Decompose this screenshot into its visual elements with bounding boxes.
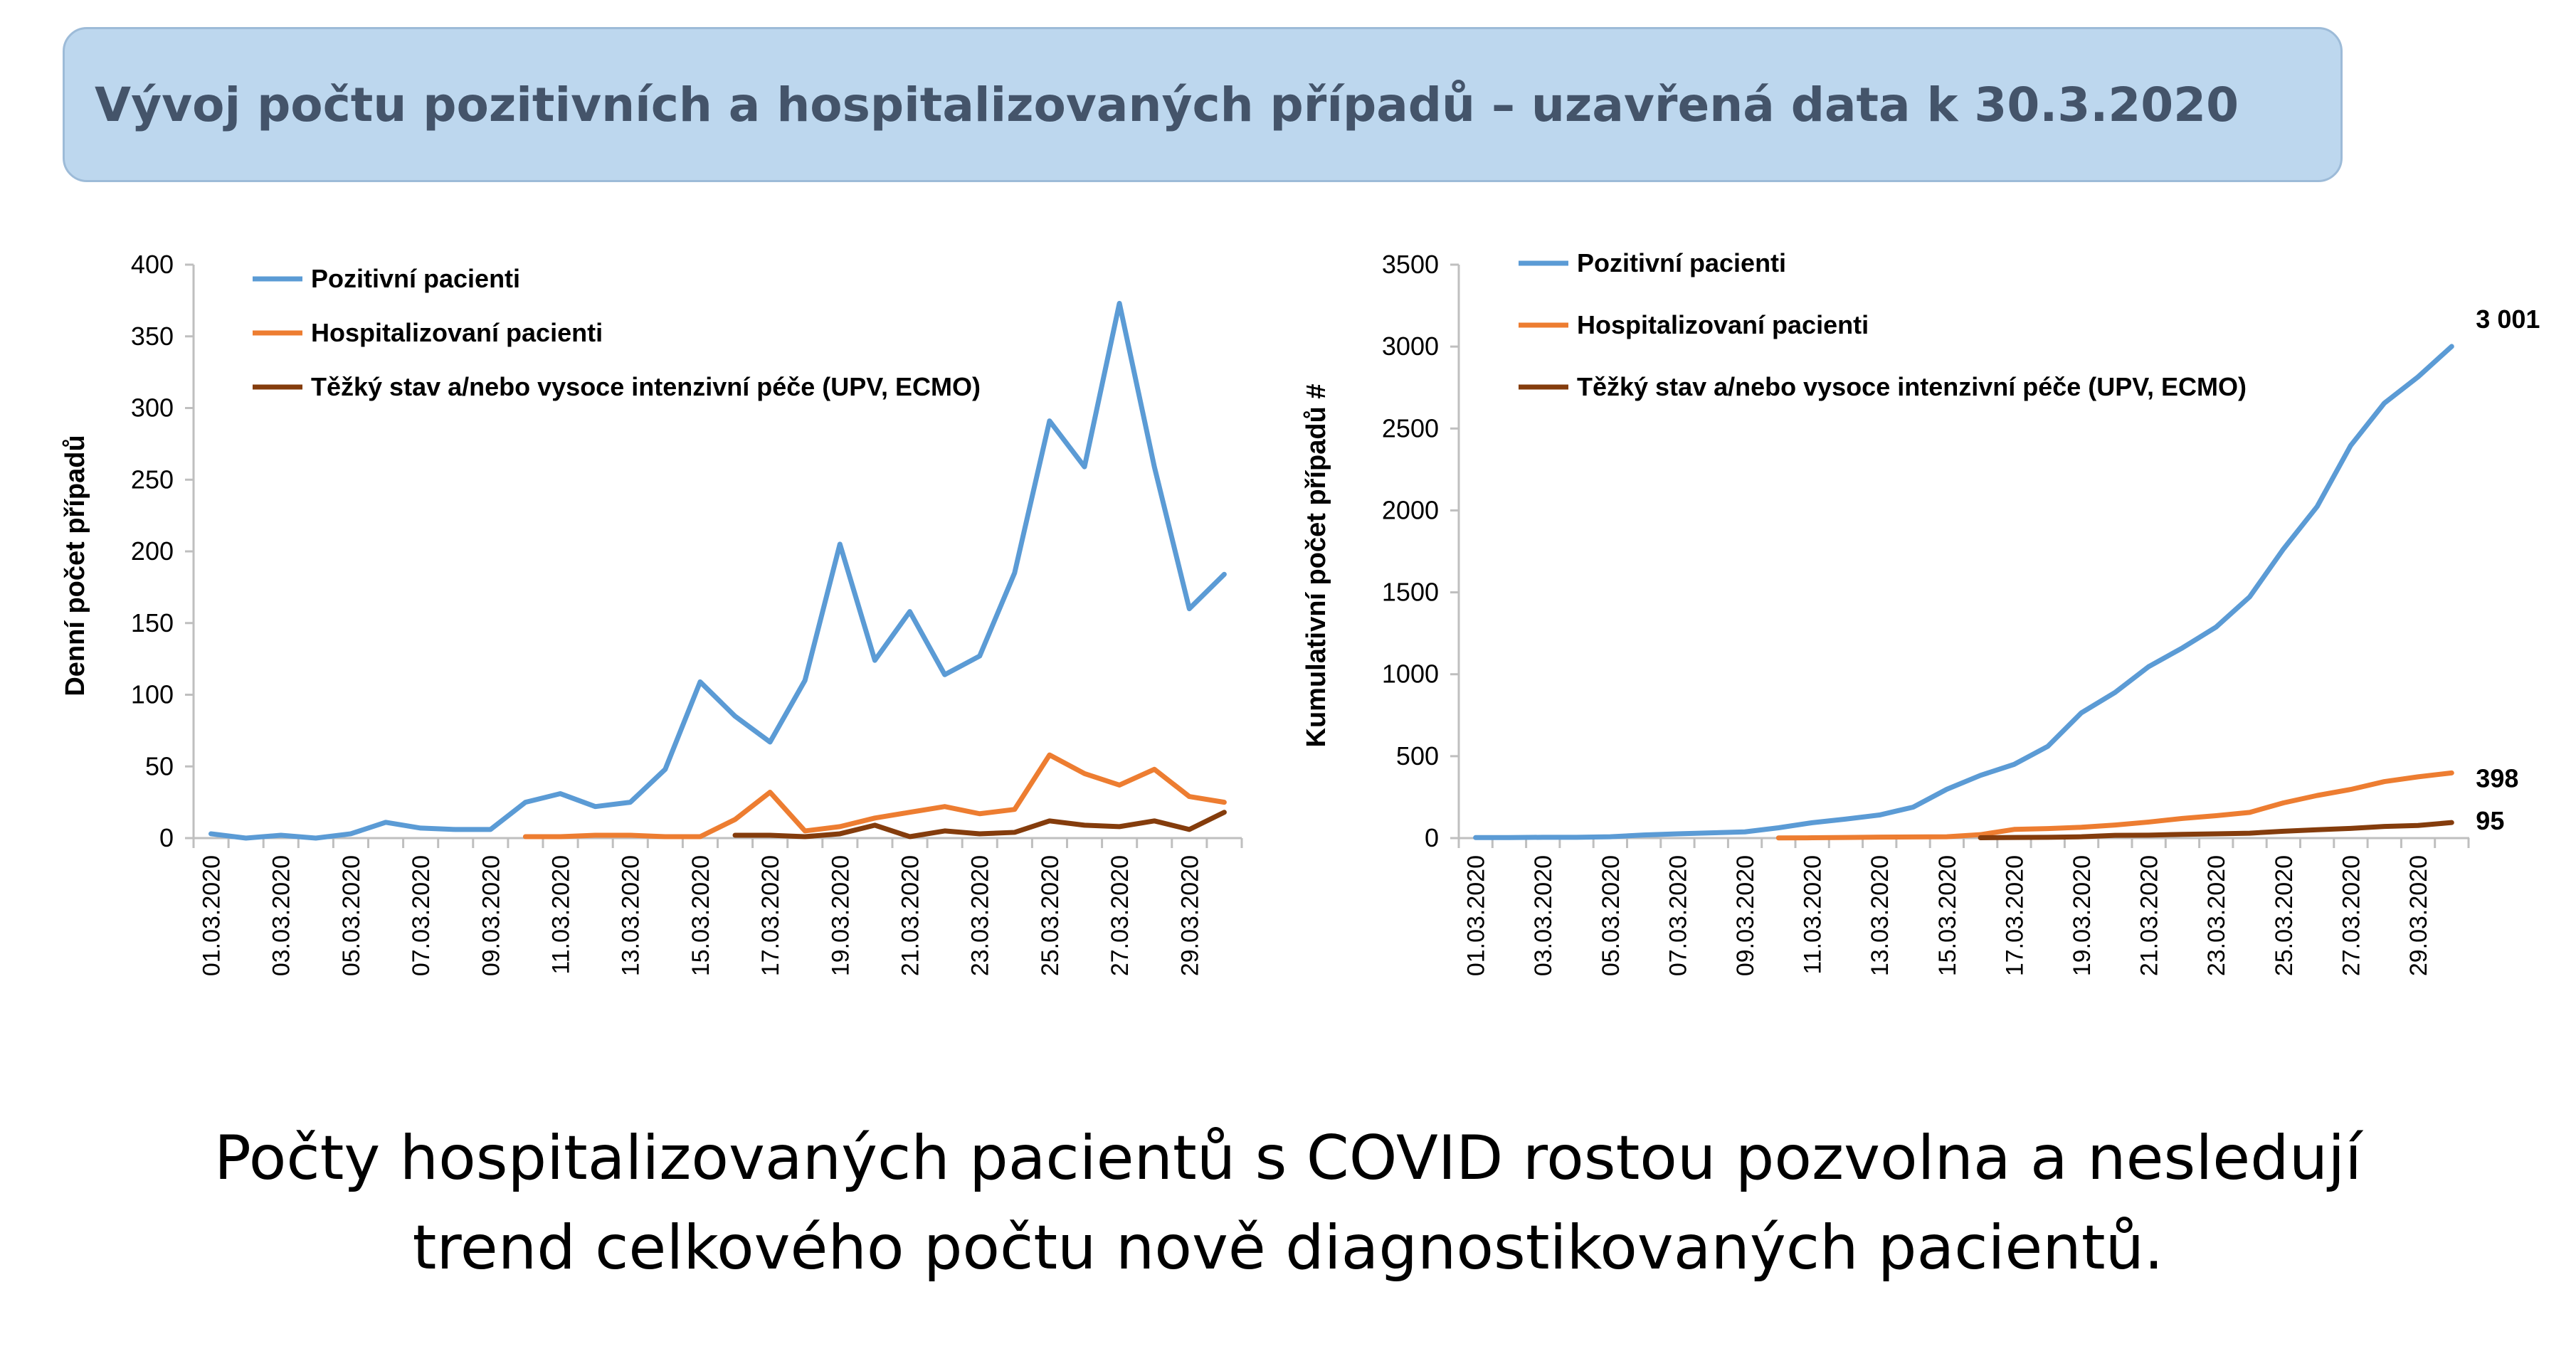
- x-tick-label: 29.03.2020: [1176, 855, 1203, 976]
- x-tick-label: 09.03.2020: [1732, 855, 1759, 976]
- title-banner: Vývoj počtu pozitivních a hospitalizovan…: [63, 27, 2343, 182]
- x-tick-label: 03.03.2020: [268, 855, 295, 976]
- x-tick-label: 13.03.2020: [618, 855, 645, 976]
- caption-line-2: trend celkového počtu nově diagnostikova…: [412, 1212, 2164, 1283]
- x-tick-label: 09.03.2020: [477, 855, 505, 976]
- y-tick-label: 50: [145, 751, 174, 780]
- y-tick-label: 2000: [1382, 495, 1439, 524]
- x-tick-label: 25.03.2020: [1037, 855, 1064, 976]
- data-label-end-hospitalizovani-pacienti: 398: [2476, 763, 2518, 793]
- x-tick-label: 11.03.2020: [1800, 855, 1827, 975]
- y-tick-label: 500: [1396, 741, 1439, 771]
- x-tick-label: 19.03.2020: [2069, 855, 2096, 976]
- x-tick-label: 15.03.2020: [1934, 855, 1961, 976]
- series-line-pozitivni-pacienti: [1473, 344, 2454, 840]
- x-tick-label: 23.03.2020: [2203, 855, 2230, 976]
- legend-label-tezky-stav-a-nebo-vysoce-intenzivni-pece-upv-ecmo: Těžký stav a/nebo vysoce intenzivní péče…: [1577, 372, 2247, 401]
- y-tick-label: 1500: [1382, 578, 1439, 607]
- y-tick-label: 3000: [1382, 332, 1439, 361]
- y-axis-title: Denní počet případů: [60, 435, 90, 696]
- x-tick-label: 01.03.2020: [199, 855, 226, 976]
- x-tick-label: 05.03.2020: [338, 855, 365, 976]
- x-tick-label: 27.03.2020: [2338, 855, 2365, 976]
- y-tick-label: 0: [1425, 823, 1439, 852]
- x-tick-label: 01.03.2020: [1463, 855, 1490, 976]
- cumulative-cases-chart: 0 500 1000 1500 2000 2500 3000 3500 01.03.2020 03…: [1302, 248, 2540, 976]
- series-line-pozitivni-pacienti: [208, 300, 1227, 841]
- x-tick-label: 29.03.2020: [2405, 855, 2432, 976]
- y-tick-label: 400: [131, 250, 174, 279]
- page-title: Vývoj počtu pozitivních a hospitalizovan…: [95, 77, 2239, 132]
- x-tick-label: 23.03.2020: [967, 855, 994, 976]
- x-tick-label: 17.03.2020: [2001, 855, 2028, 976]
- y-tick-label: 100: [131, 680, 174, 709]
- y-tick-label: 200: [131, 536, 174, 566]
- x-tick-label: 11.03.2020: [548, 855, 575, 975]
- legend-label-hospitalizovani-pacienti: Hospitalizovaní pacienti: [311, 318, 603, 347]
- y-tick-label: 250: [131, 465, 174, 494]
- x-tick-label: 25.03.2020: [2271, 855, 2298, 976]
- legend-label-hospitalizovani-pacienti: Hospitalizovaní pacienti: [1577, 310, 1869, 339]
- series-line-tezky-stav-a-nebo-vysoce-intenzivni-pece-upv-ecmo: [1978, 820, 2454, 841]
- daily-cases-chart: 0 50 100 150 200 250 300 350 400 01.03.2020 03.03.…: [60, 250, 1243, 976]
- x-tick-label: 13.03.2020: [1867, 855, 1894, 976]
- y-tick-label: 2500: [1382, 413, 1439, 443]
- x-tick-label: 05.03.2020: [1598, 855, 1625, 976]
- data-label-end-pozitivni-pacienti: 3 001: [2476, 305, 2540, 334]
- y-axis-title: Kumulativní počet případů #: [1302, 384, 1331, 748]
- x-tick-label: 07.03.2020: [408, 855, 435, 976]
- legend-label-pozitivni-pacienti: Pozitivní pacienti: [1577, 248, 1786, 277]
- legend-label-pozitivni-pacienti: Pozitivní pacienti: [311, 264, 520, 293]
- x-tick-label: 03.03.2020: [1530, 855, 1557, 976]
- y-tick-label: 350: [131, 322, 174, 351]
- y-tick-label: 0: [159, 823, 174, 852]
- x-tick-label: 17.03.2020: [757, 855, 784, 976]
- series-line-tezky-stav-a-nebo-vysoce-intenzivni-pece-upv-ecmo: [732, 810, 1227, 840]
- x-tick-label: 21.03.2020: [2136, 855, 2163, 976]
- x-tick-label: 15.03.2020: [687, 855, 714, 976]
- series-line-hospitalizovani-pacienti: [522, 752, 1227, 840]
- slide-caption: Počty hospitalizovaných pacientů s COVID…: [0, 1113, 2576, 1293]
- x-tick-label: 19.03.2020: [827, 855, 854, 976]
- y-tick-label: 3500: [1382, 250, 1439, 279]
- legend-label-tezky-stav-a-nebo-vysoce-intenzivni-pece-upv-ecmo: Těžký stav a/nebo vysoce intenzivní péče…: [311, 372, 981, 401]
- caption-line-1: Počty hospitalizovaných pacientů s COVID…: [213, 1123, 2363, 1194]
- x-tick-label: 07.03.2020: [1664, 855, 1691, 976]
- y-tick-label: 1000: [1382, 660, 1439, 689]
- data-label-end-tezky-stav-a-nebo-vysoce-intenzivni-pece-upv-ecmo: 95: [2476, 806, 2504, 835]
- y-tick-label: 150: [131, 608, 174, 637]
- x-tick-label: 27.03.2020: [1107, 855, 1134, 976]
- y-tick-label: 300: [131, 393, 174, 423]
- series-line-hospitalizovani-pacienti: [1775, 770, 2454, 841]
- x-tick-label: 21.03.2020: [897, 855, 924, 976]
